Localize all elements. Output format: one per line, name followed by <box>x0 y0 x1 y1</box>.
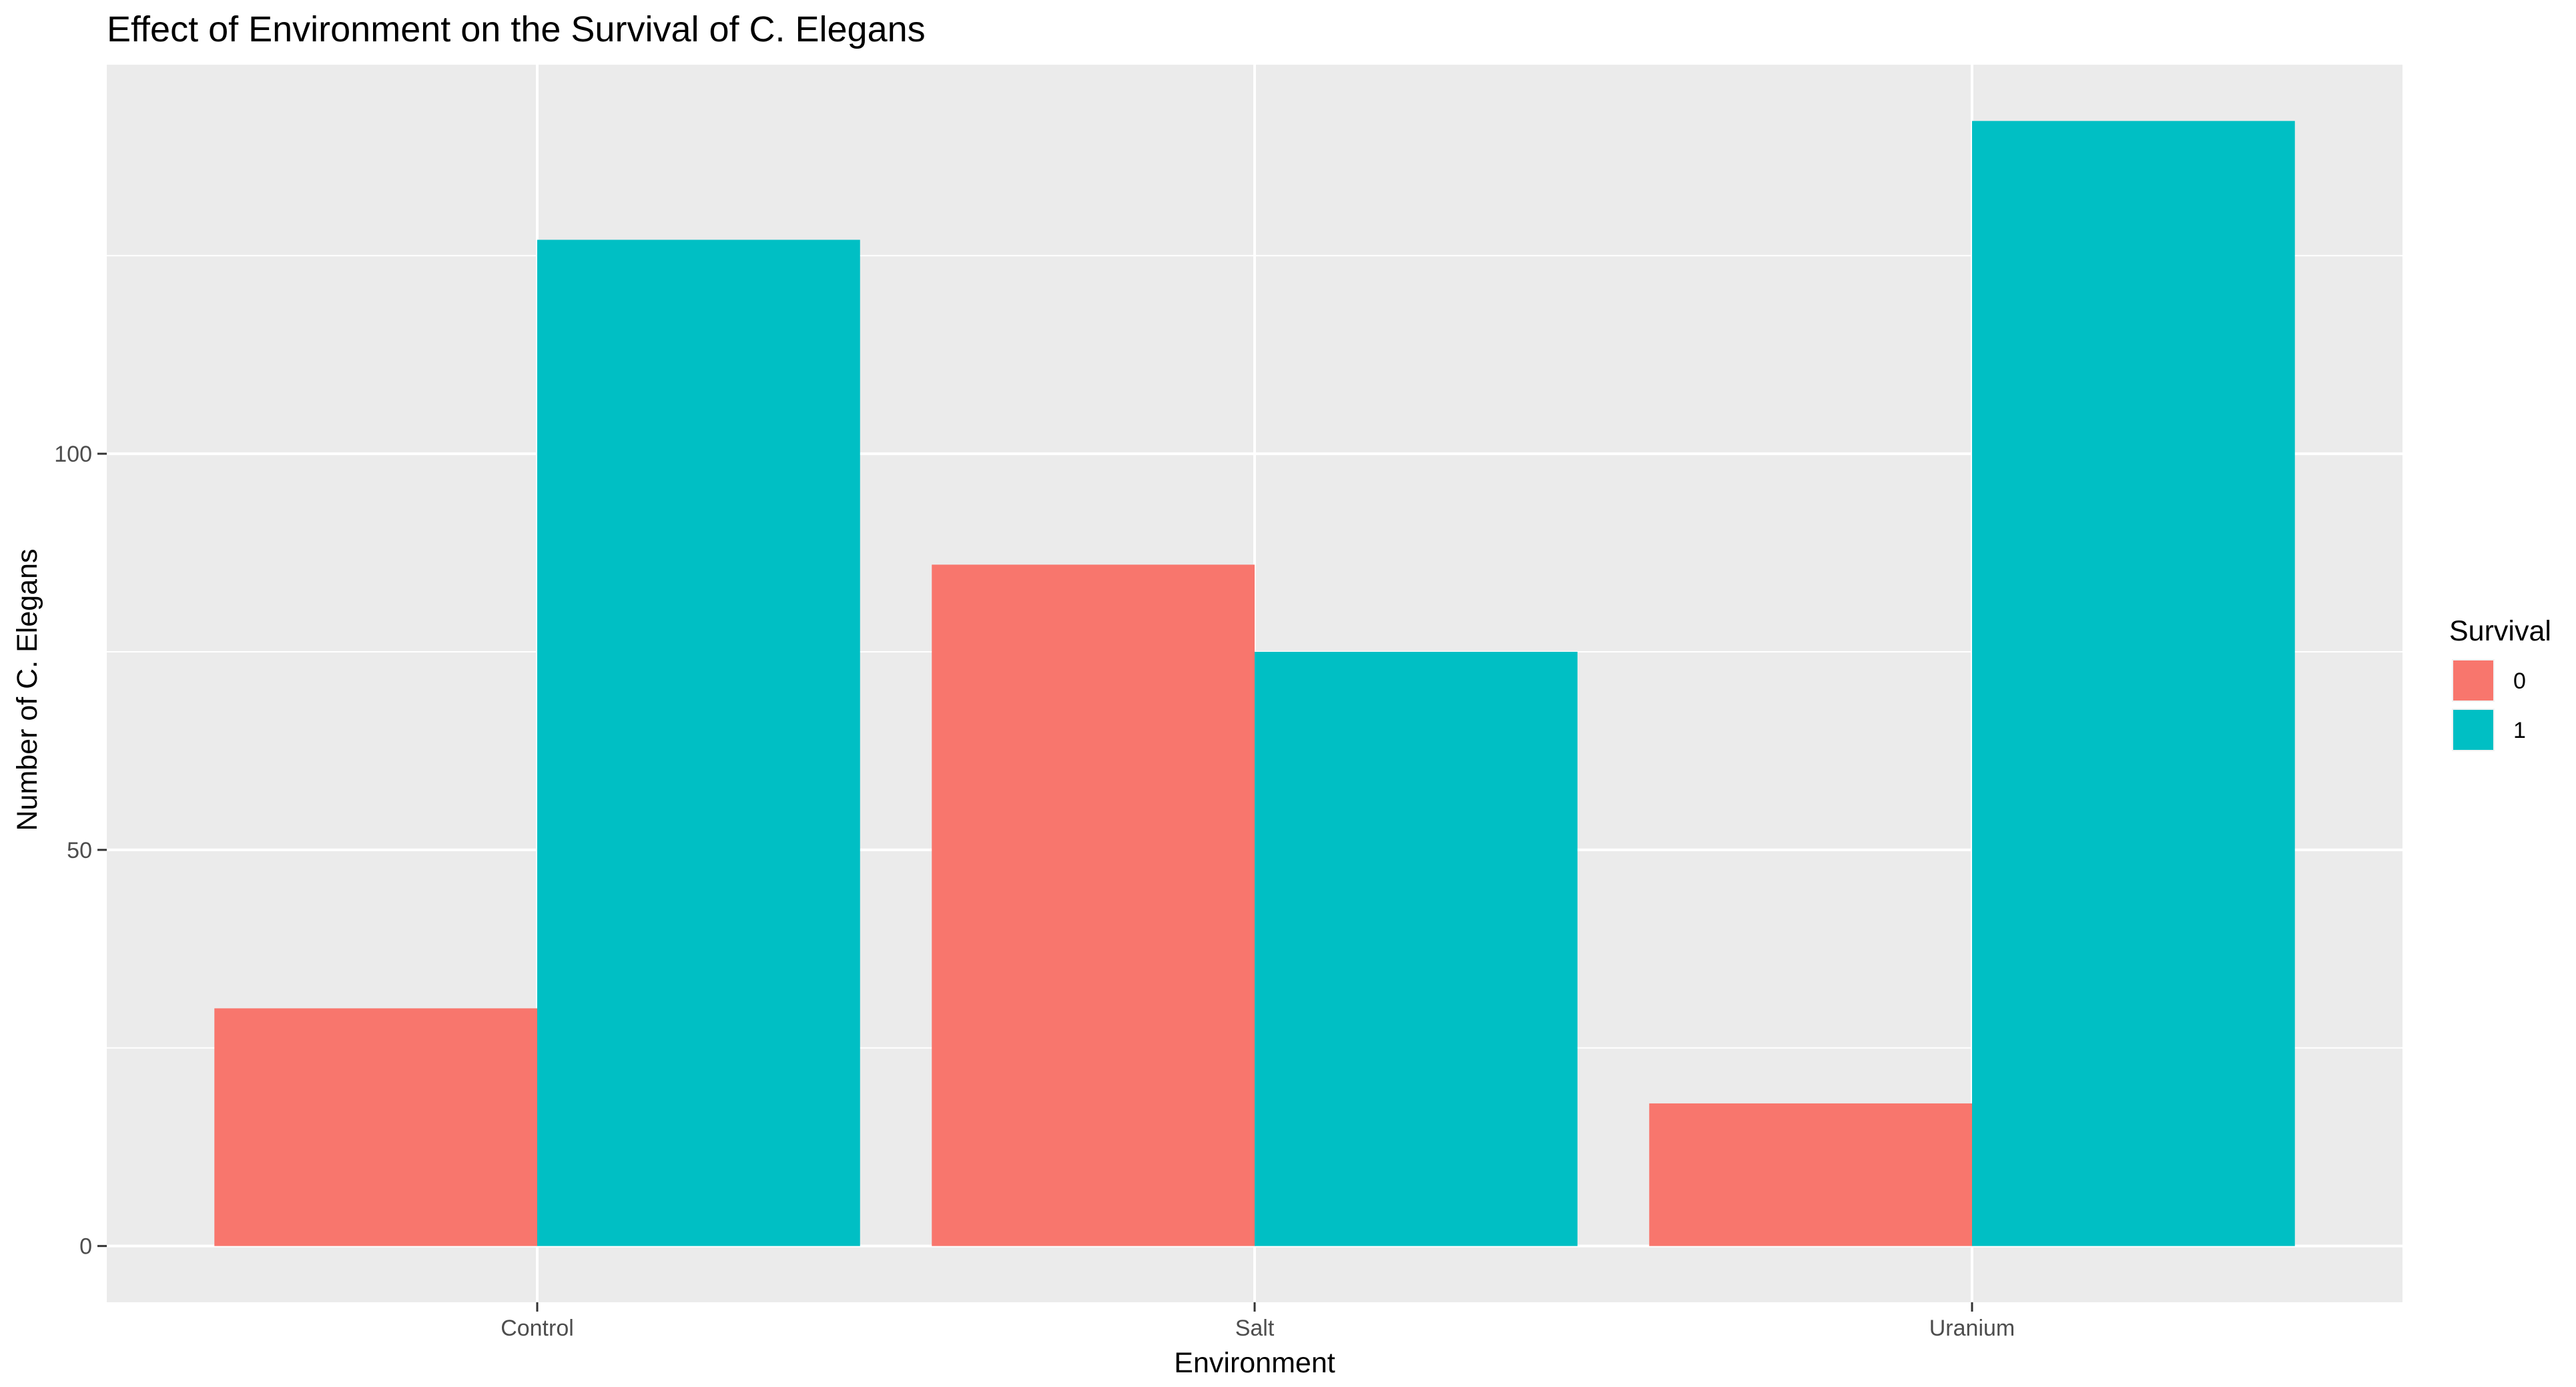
x-tick-label-salt: Salt <box>1235 1316 1275 1341</box>
bar-salt-survival-0 <box>932 564 1255 1246</box>
x-axis-title: Environment <box>1174 1347 1335 1379</box>
y-tick-label: 0 <box>79 1234 92 1260</box>
chart-title: Effect of Environment on the Survival of… <box>107 9 926 49</box>
bars-layer <box>214 121 2295 1246</box>
bar-salt-survival-1 <box>1255 651 1578 1246</box>
y-tick-label: 50 <box>67 838 92 863</box>
bar-control-survival-0 <box>214 1008 537 1246</box>
legend-label-0: 0 <box>2513 668 2526 694</box>
y-axis-title: Number of C. Elegans <box>11 548 43 831</box>
x-axis: Control Salt Uranium <box>501 1302 2015 1341</box>
bar-uranium-survival-0 <box>1649 1103 1972 1246</box>
bar-uranium-survival-1 <box>1972 121 2295 1246</box>
bar-control-survival-1 <box>537 240 860 1246</box>
y-tick-label: 100 <box>54 442 92 467</box>
legend-title: Survival <box>2449 615 2551 647</box>
legend-label-1: 1 <box>2513 718 2526 743</box>
x-tick-label-control: Control <box>501 1316 574 1341</box>
x-tick-label-uranium: Uranium <box>1929 1316 2015 1341</box>
legend-swatch-0 <box>2453 660 2493 701</box>
y-axis: 0 50 100 <box>54 442 107 1260</box>
legend: Survival 0 1 <box>2449 615 2551 751</box>
legend-swatch-1 <box>2453 710 2493 750</box>
